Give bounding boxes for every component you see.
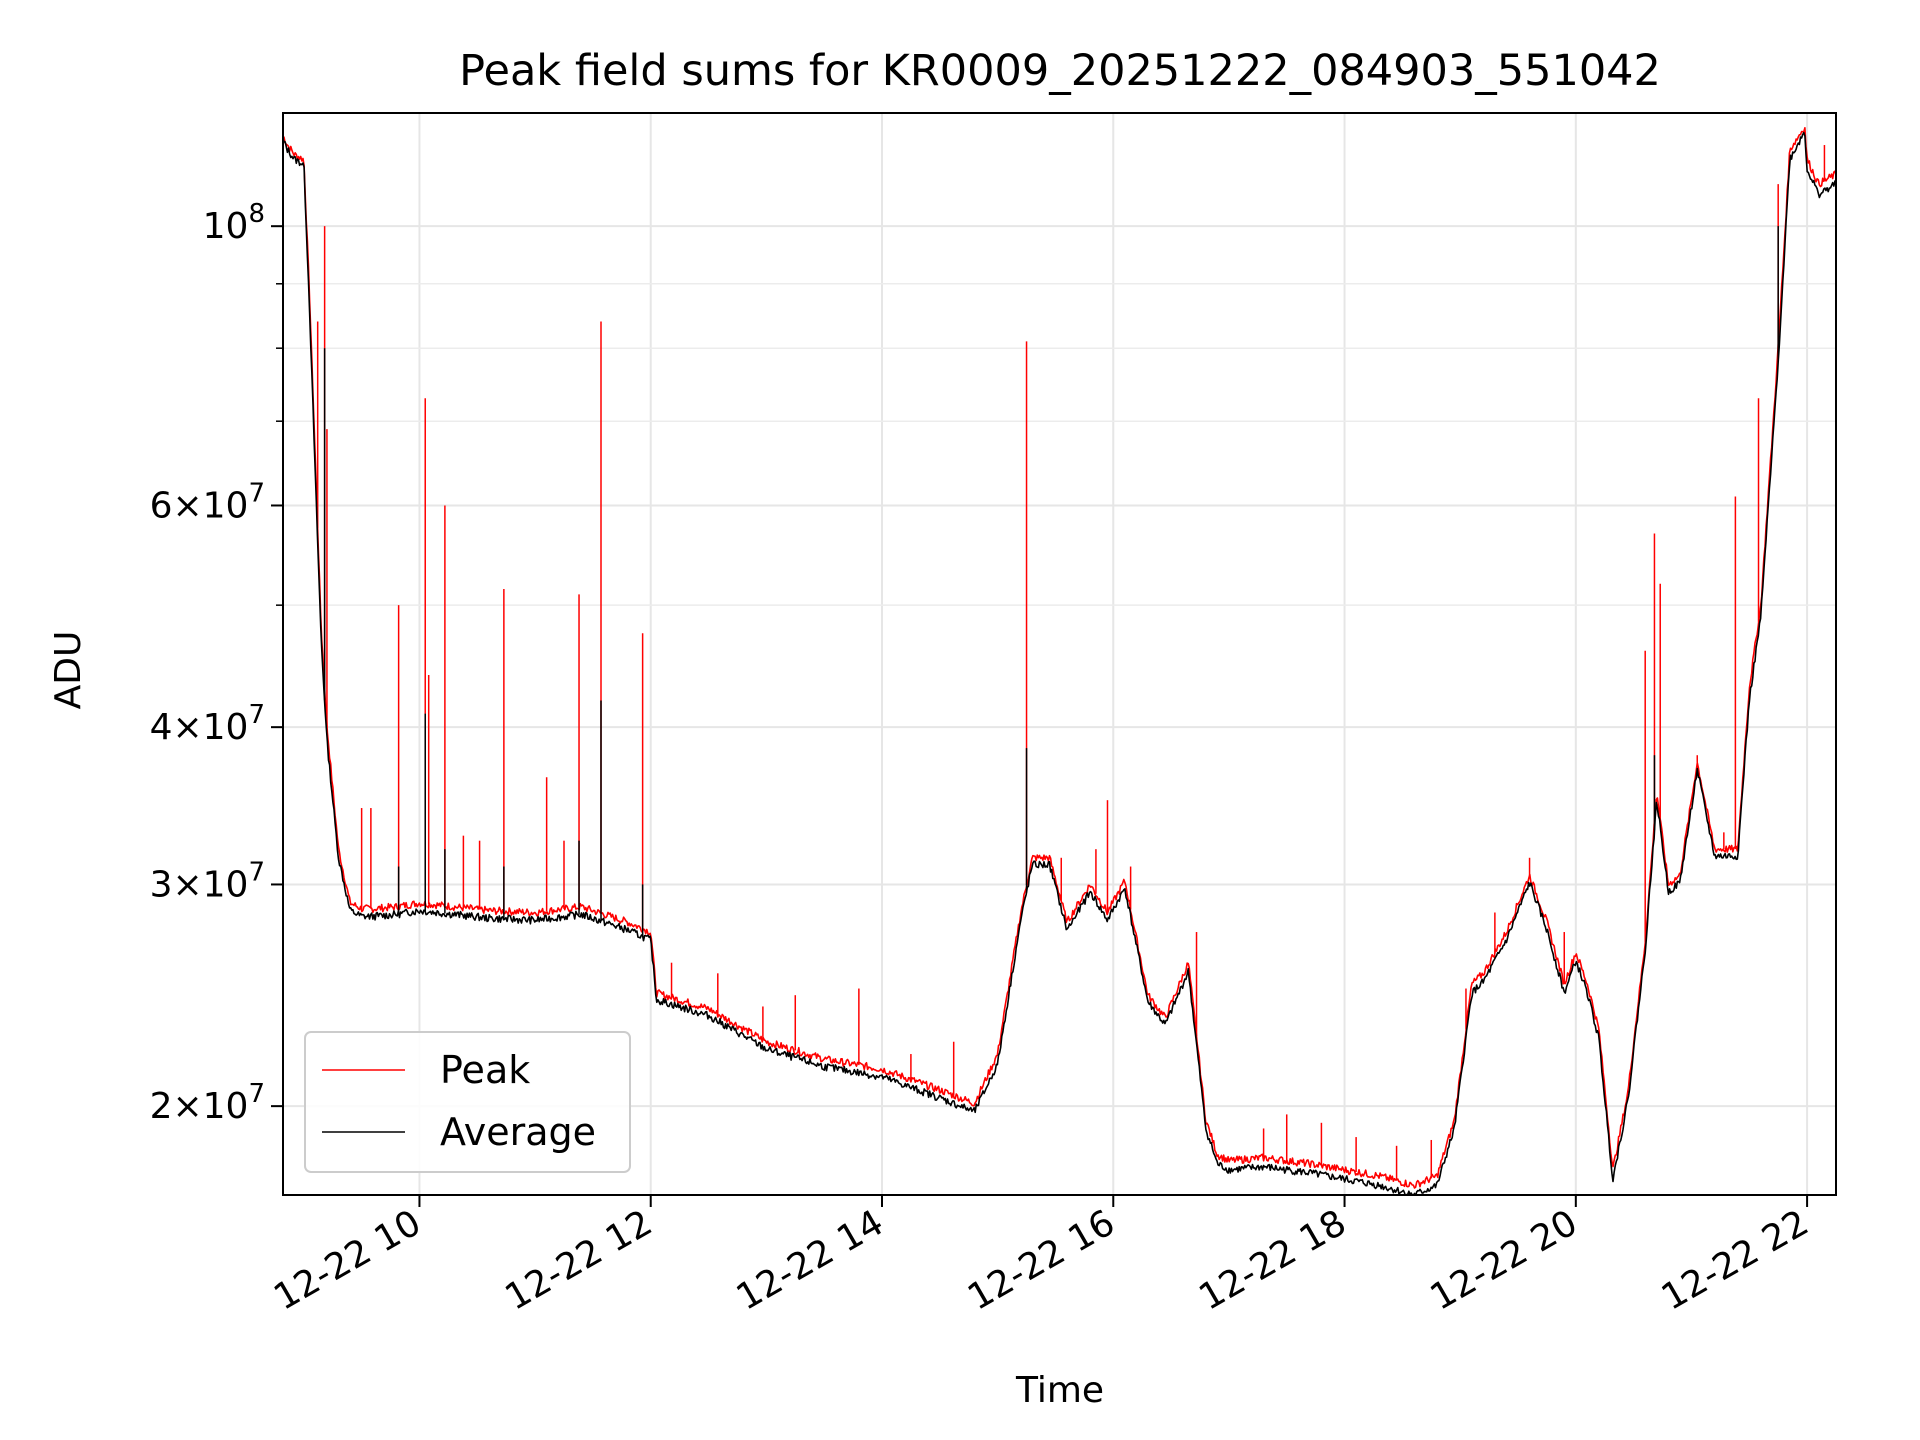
legend-peak-label: Peak — [440, 1048, 530, 1092]
y-axis-label: ADU — [48, 631, 89, 710]
y-tick-label: 108 — [203, 199, 265, 247]
y-tick-label: 3×107 — [150, 857, 265, 905]
axes-frame — [282, 112, 1837, 1196]
chart-title: Peak field sums for KR0009_20251222_0849… — [459, 46, 1661, 96]
grid — [283, 113, 1836, 1195]
series-layer — [283, 127, 1836, 1195]
series-peak-line — [283, 127, 1836, 1189]
legend-average-label: Average — [440, 1110, 596, 1154]
x-axis-label: Time — [1015, 1370, 1104, 1411]
y-tick-label: 2×107 — [150, 1079, 265, 1127]
y-tick-label: 6×107 — [150, 478, 265, 526]
y-tick-label: 4×107 — [150, 700, 265, 748]
series-average-line — [283, 131, 1836, 1195]
legend-box — [304, 1031, 631, 1173]
legend: Peak Average — [304, 1031, 631, 1173]
